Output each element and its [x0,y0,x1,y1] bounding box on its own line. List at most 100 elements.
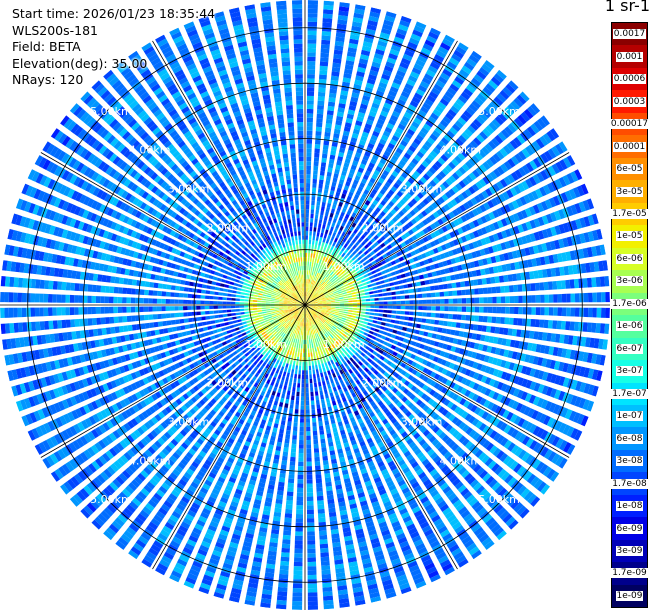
ppi-gate [432,413,440,421]
ppi-gate [536,427,545,438]
ppi-gate [409,37,420,46]
ppi-gate [574,169,583,181]
ppi-gate [487,200,495,209]
ppi-gate [365,305,371,308]
ppi-gate [318,183,323,189]
ppi-gate [347,293,352,296]
ppi-gate [473,279,479,286]
ppi-gate [361,193,368,199]
ppi-gate [468,391,475,400]
ppi-gate [439,291,445,297]
ppi-gate [408,145,417,153]
ppi-gate [316,118,323,123]
ppi-gate [302,357,305,362]
ppi-gate [508,80,519,91]
ppi-gate [574,203,582,214]
ppi-gate [344,323,349,327]
ppi-gate [382,253,388,259]
ppi-gate [327,503,336,509]
ppi-gate [327,317,332,320]
ppi-gate [313,157,320,162]
ppi-gate [296,387,300,392]
ppi-gate [439,396,447,404]
ppi-gate [558,390,566,401]
ppi-gate [420,127,429,135]
ppi-gate [366,227,372,234]
ppi-gate [483,202,491,211]
ppi-gate [368,257,374,262]
ppi-gate [517,364,524,373]
ppi-gate [306,200,310,205]
ppi-gate [320,295,325,298]
ppi-gate [363,231,369,237]
ppi-gate [495,286,501,294]
ppi-gate [311,356,314,362]
ppi-gate [441,235,448,242]
ppi-gate [322,18,333,24]
ppi-gate [281,416,287,421]
ppi-gate [438,170,447,179]
ppi-gate [347,47,357,53]
ppi-gate [369,231,376,237]
ppi-gate [330,286,335,290]
ppi-gate [412,29,423,38]
ppi-gate [532,174,541,185]
ppi-gate [487,287,492,294]
ppi-gate [343,227,348,233]
ppi-gate [318,87,326,93]
ppi-gate [372,254,378,260]
ppi-gate [583,216,591,227]
ppi-gate [306,122,313,127]
ppi-gate [305,365,308,371]
ppi-gate [457,227,464,235]
ppi-gate [314,456,320,462]
ppi-gate [523,128,533,139]
ppi-gate [388,189,395,196]
ppi-gate [563,157,572,168]
ppi-gate [361,262,367,267]
ppi-gate [277,374,282,380]
ppi-gate [337,229,342,235]
ppi-gate [314,258,317,263]
ppi-gate [281,547,290,553]
ppi-gate [510,479,520,490]
ppi-gate [329,321,335,326]
ppi-gate [457,42,469,52]
ppi-gate [321,251,325,256]
ppi-gate [289,377,293,383]
ppi-gate [317,300,322,303]
ppi-gate [488,378,496,387]
ppi-gate [521,148,531,159]
ppi-gate [325,295,330,299]
ppi-gate [321,311,326,314]
ppi-gate [296,505,304,510]
ppi-gate [521,235,528,245]
ppi-gate [431,202,438,209]
ppi-gate [527,307,532,315]
ppi-gate [299,435,304,441]
ppi-gate [392,305,397,309]
ppi-gate [444,90,455,100]
ppi-gate [309,383,313,388]
ppi-gate [345,262,350,267]
ppi-gate [316,196,321,202]
ppi-gate [375,181,383,188]
ppi-gate [467,125,476,134]
ppi-gate [393,151,401,158]
ppi-gate [312,426,317,432]
ppi-gate [318,179,324,185]
ppi-gate [294,409,299,414]
ppi-gate [425,242,432,249]
ppi-gate [391,291,396,296]
ppi-gate [319,175,325,180]
ppi-gate [530,123,540,134]
ppi-gate [380,242,386,248]
ppi-gate [494,115,504,126]
ppi-gate [382,169,390,177]
ppi-gate [593,338,600,349]
ppi-gate [362,214,369,220]
ppi-gate [329,254,333,260]
ppi-gate [322,224,326,230]
ppi-gate [509,374,516,383]
ppi-gate [301,339,303,345]
